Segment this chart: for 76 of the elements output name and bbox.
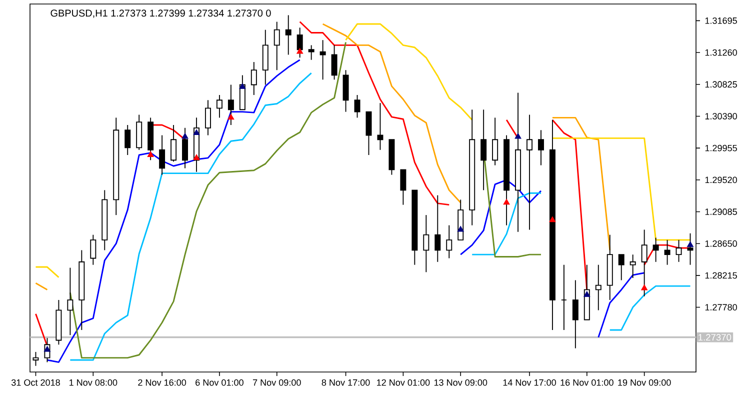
candlestick xyxy=(250,62,257,96)
candlestick xyxy=(446,224,452,259)
candlestick xyxy=(492,117,498,166)
candlestick xyxy=(366,111,372,156)
candlestick xyxy=(377,102,384,150)
point xyxy=(584,291,590,297)
candlestick xyxy=(124,124,131,156)
candlestick xyxy=(652,237,659,262)
candlestick xyxy=(538,130,544,166)
point xyxy=(686,241,694,248)
candlestick xyxy=(560,264,567,330)
candlestick xyxy=(331,44,338,80)
candlestick xyxy=(400,169,406,206)
y-tick-label: 1.31260 xyxy=(705,49,737,56)
point xyxy=(457,226,464,232)
candlestick xyxy=(664,239,670,266)
chart-title: GBPUSD,H1 1.27373 1.27399 1.27334 1.27370 0 xyxy=(50,10,271,18)
candlestick xyxy=(170,124,177,162)
candlestick xyxy=(90,234,96,266)
candlestick xyxy=(308,44,314,60)
point xyxy=(44,346,50,352)
y-tick-label: 1.29085 xyxy=(705,208,737,215)
point xyxy=(193,129,200,136)
candlestick xyxy=(159,134,166,176)
y-tick-label: 1.30825 xyxy=(705,81,737,88)
x-tick-label: 31 Oct 2018 xyxy=(11,379,60,386)
candlestick xyxy=(274,21,280,71)
y-tick-label: 1.30390 xyxy=(705,113,737,120)
candlestick xyxy=(630,254,636,278)
candlestick xyxy=(296,27,303,58)
candlestick xyxy=(320,40,326,80)
x-tick-label: 16 Nov 01:00 xyxy=(560,379,614,386)
x-tick-label: 13 Nov 09:00 xyxy=(434,379,488,386)
x-tick-label: 14 Nov 17:00 xyxy=(503,379,556,386)
point xyxy=(503,198,510,205)
candlestick xyxy=(285,14,292,56)
point xyxy=(182,132,188,139)
y-tick-label: 1.29520 xyxy=(705,176,737,184)
candlestick xyxy=(216,94,222,118)
point xyxy=(239,83,246,89)
point xyxy=(641,284,648,290)
candlestick xyxy=(676,239,682,262)
candlestick xyxy=(67,267,74,336)
x-tick-label: 12 Nov 01:00 xyxy=(377,379,430,386)
y-tick-label: 1.28650 xyxy=(705,240,737,247)
candlestick xyxy=(618,254,624,281)
candlestick xyxy=(204,100,211,136)
candlestick xyxy=(228,84,234,126)
candlestick xyxy=(595,264,602,311)
candlestick xyxy=(32,351,39,366)
y-tick-label: 1.29955 xyxy=(705,144,737,152)
x-tick-label: 7 Nov 09:00 xyxy=(252,379,301,386)
point xyxy=(514,132,522,139)
ref-line-label: 1.27370 xyxy=(698,334,732,341)
x-tick-label: 2 Nov 16:00 xyxy=(138,379,186,386)
candlestick xyxy=(354,94,360,118)
y-tick-label: 1.27780 xyxy=(705,304,737,310)
point xyxy=(228,114,234,120)
y-tick-label: 1.28215 xyxy=(705,272,737,279)
x-tick-label: 1 Nov 08:00 xyxy=(69,379,118,386)
point xyxy=(296,48,304,54)
candlestick xyxy=(572,280,578,349)
x-tick-label: 8 Nov 17:00 xyxy=(322,379,370,386)
x-tick-label: 19 Nov 09:00 xyxy=(618,379,671,386)
candlestick xyxy=(687,232,694,266)
point xyxy=(193,154,200,160)
candlestick xyxy=(641,229,648,297)
candlestick xyxy=(423,214,430,273)
candlestick xyxy=(434,194,441,262)
point xyxy=(147,151,154,158)
x-tick-label: 6 Nov 01:00 xyxy=(196,379,244,386)
y-tick-label: 1.31695 xyxy=(705,17,737,24)
candlestick xyxy=(480,109,487,191)
point xyxy=(549,216,556,222)
candlestick xyxy=(526,114,532,230)
candlestick xyxy=(182,127,188,169)
